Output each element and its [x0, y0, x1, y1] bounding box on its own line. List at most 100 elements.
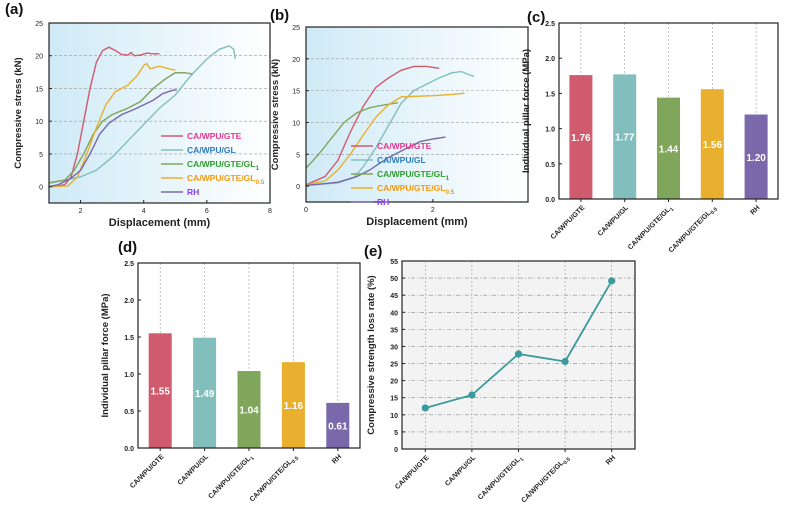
y-tick-label: 15 [35, 86, 43, 93]
y-tick-label: 45 [390, 293, 398, 300]
y-tick-label: 35 [390, 327, 398, 334]
y-tick-label: 0.5 [545, 162, 555, 169]
y-axis-label: Compressive strength loss rate (%) [366, 275, 377, 434]
data-point [561, 357, 569, 366]
bar-value-label: 1.55 [150, 387, 170, 398]
panel-label: (e) [364, 243, 382, 260]
y-axis-label: Individual pillar force (MPa) [521, 49, 532, 173]
bar-GL1 [657, 97, 680, 199]
series-line-GL1 [305, 102, 399, 169]
y-tick-label: 5 [296, 152, 300, 159]
legend-entry-GL1: CA/WPU/GTE/GL1 [187, 159, 259, 172]
bar-GL [193, 337, 217, 448]
bar-GTE [148, 333, 172, 448]
series-line-GL [48, 45, 236, 185]
y-tick-label: 10 [292, 120, 300, 127]
x-tick-label: 2 [79, 208, 83, 215]
bar-GL05 [281, 362, 305, 448]
y-tick-label: 0.5 [124, 409, 134, 416]
legend-entry-GL05: CA/WPU/GTE/GL0.5 [187, 173, 265, 186]
panel-label: (c) [527, 9, 545, 26]
x-tick-label: CA/WPU/GTE [129, 453, 166, 490]
x-tick-label: RH [331, 453, 343, 465]
bar-value-label: 1.04 [239, 406, 259, 417]
y-tick-label: 25 [292, 25, 300, 32]
bar-value-label: 1.16 [284, 401, 304, 412]
axes-frame [48, 22, 271, 204]
y-tick-label: 2.0 [545, 56, 555, 63]
panel-label: (b) [270, 7, 289, 24]
y-tick-label: 15 [292, 89, 300, 96]
x-tick-label: CA/WPU/GL [597, 204, 631, 238]
y-tick-label: 1.0 [545, 127, 555, 134]
legend-entry-GL: CA/WPU/GL [377, 155, 426, 165]
y-axis-label: Individual pillar force (MPa) [100, 293, 111, 417]
series-line-GTE [52, 46, 160, 188]
x-axis-label: Displacement (mm) [366, 216, 468, 228]
x-axis-label: Displacement (mm) [109, 217, 211, 229]
legend-entry-GL05: CA/WPU/GTE/GL0.5 [377, 183, 455, 196]
y-tick-label: 40 [390, 310, 398, 317]
bar-value-label: 1.76 [571, 133, 591, 144]
axes-frame [305, 26, 529, 203]
bar-GL05 [700, 89, 724, 199]
y-tick-label: 50 [390, 276, 398, 283]
data-point [468, 391, 476, 399]
series-line-RH [305, 136, 446, 187]
panel-e: (e) Compressive strength loss rate (%) 0 5 1… [364, 243, 636, 504]
panel-a: (a) Compressive stress (kN) 0 5 10 15 20 25 2 4 6 8… [5, 1, 272, 229]
x-tick-label: CA/WPU/GTE [394, 454, 431, 491]
bar-value-label: 1.49 [195, 389, 215, 400]
y-axis-label: Compressive stress (kN) [13, 57, 24, 168]
plot-background [306, 27, 528, 202]
bar-value-label: 1.56 [703, 140, 723, 151]
data-point [421, 404, 429, 412]
y-tick-label: 0 [394, 447, 398, 454]
x-tick-label: CA/WPU/GTE/GL1 [208, 453, 256, 501]
y-tick-label: 25 [390, 362, 398, 369]
y-tick-label: 2.5 [124, 261, 134, 268]
x-tick-label: 0 [304, 207, 308, 214]
data-point [608, 277, 616, 285]
y-tick-label: 1.5 [545, 91, 555, 98]
y-tick-label: 2.5 [545, 21, 555, 28]
y-tick-label: 0.0 [545, 197, 555, 204]
panel-c: (c) Individual pillar force (MPa) 1.76 1.77… [521, 9, 779, 254]
bar-value-label: 1.44 [659, 144, 679, 155]
series-line-RH [48, 89, 177, 188]
legend-entry-GL1: CA/WPU/GTE/GL1 [377, 169, 449, 182]
x-tick-label: CA/WPU/GL [444, 454, 478, 488]
series-line-GL05 [305, 92, 465, 186]
panel-b: (b) Compressive stress (kN) 0 5 10 15 20 25 0 2 Di… [270, 7, 529, 228]
x-tick-label: CA/WPU/GTE/GL0.5 [249, 453, 300, 504]
x-tick-label: CA/WPU/GL [177, 453, 211, 487]
panel-d: (d) Individual pillar force (MPa) 1.55 1.49… [100, 239, 361, 504]
y-tick-label: 25 [35, 21, 43, 28]
x-tick-label: CA/WPU/GTE/GL1 [477, 454, 525, 502]
x-tick-label: CA/WPU/GTE/GL1 [627, 204, 675, 252]
panel-label: (d) [118, 239, 137, 256]
y-tick-label: 1.5 [124, 335, 134, 342]
y-tick-label: 10 [35, 119, 43, 126]
x-tick-label: RH [605, 454, 617, 466]
y-tick-label: 5 [39, 152, 43, 159]
bar-value-label: 0.61 [328, 421, 348, 432]
legend-entry-GL: CA/WPU/GL [187, 145, 236, 155]
panel-label: (a) [5, 1, 23, 18]
y-tick-label: 0 [39, 185, 43, 192]
y-tick-label: 20 [292, 57, 300, 64]
legend-entry-GTE: CA/WPU/GTE [377, 141, 432, 151]
bar-value-label: 1.77 [615, 133, 635, 144]
x-tick-label: 4 [142, 208, 146, 215]
legend-entry-RH: RH [377, 197, 389, 207]
x-tick-label: 2 [431, 207, 435, 214]
x-tick-label: RH [749, 204, 761, 216]
bar-GL1 [237, 371, 261, 448]
y-tick-label: 55 [390, 259, 398, 266]
y-tick-label: 30 [390, 344, 398, 351]
bar-RH [326, 402, 350, 448]
x-tick-label: CA/WPU/GTE [550, 204, 587, 241]
x-tick-label: 8 [268, 208, 272, 215]
bar-GTE [569, 75, 593, 199]
